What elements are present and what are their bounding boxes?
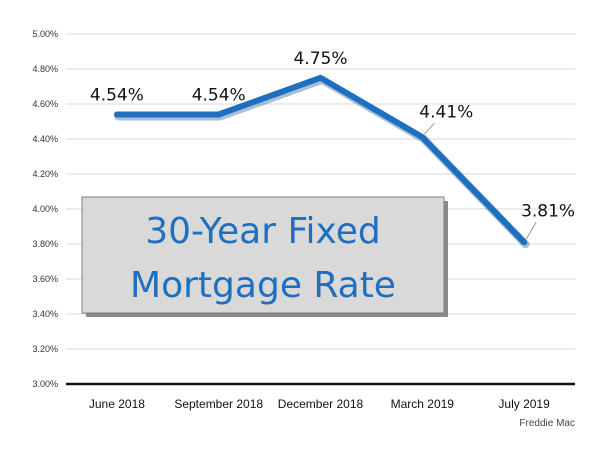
title-box: 30-Year Fixed Mortgage Rate [81,196,448,317]
y-tick-layer: 3.00% 3.20% 3.40% 3.60% 3.80% 4.00% 4.20% 4.40%… [32,29,58,389]
data-point [114,112,120,117]
y-tick-label: 5.00% [32,29,58,39]
x-category-label: December 2018 [278,397,364,411]
data-label: 4.54% [192,86,246,106]
data-point [318,75,323,81]
y-tick-label: 4.20% [32,169,58,179]
x-category-label: March 2019 [391,397,455,411]
x-category-layer: June 2018 September 2018 December 2018 Marc… [89,397,550,411]
series-layer [113,74,530,249]
data-label: 4.54% [90,86,144,106]
y-tick-label: 3.40% [32,309,58,319]
data-label: 4.41% [419,102,473,122]
data-label: 3.81% [521,201,575,221]
x-category-label: September 2018 [174,397,263,411]
data-point [521,239,527,245]
x-category-label: June 2018 [89,397,145,411]
y-tick-label: 3.00% [32,379,58,389]
title-line-2: Mortgage Rate [130,265,396,306]
data-point [216,112,222,117]
data-point [419,134,425,140]
y-tick-label: 3.80% [32,239,58,249]
label-leader [424,122,435,135]
label-leader [525,222,537,240]
data-label: 4.75% [293,49,347,69]
y-tick-label: 3.60% [32,274,58,284]
x-category-label: July 2019 [498,397,550,411]
y-tick-label: 4.80% [32,64,58,74]
y-tick-label: 4.60% [32,99,58,109]
title-box-bg [81,196,445,314]
y-tick-label: 3.20% [32,344,58,354]
data-label-layer: 4.54% 4.54% 4.75% 4.41% 3.81% [90,49,575,240]
y-tick-label: 4.40% [32,134,58,144]
y-tick-label: 4.00% [32,204,58,214]
source-label: Freddie Mac [519,418,575,429]
title-line-1: 30-Year Fixed [145,211,380,252]
